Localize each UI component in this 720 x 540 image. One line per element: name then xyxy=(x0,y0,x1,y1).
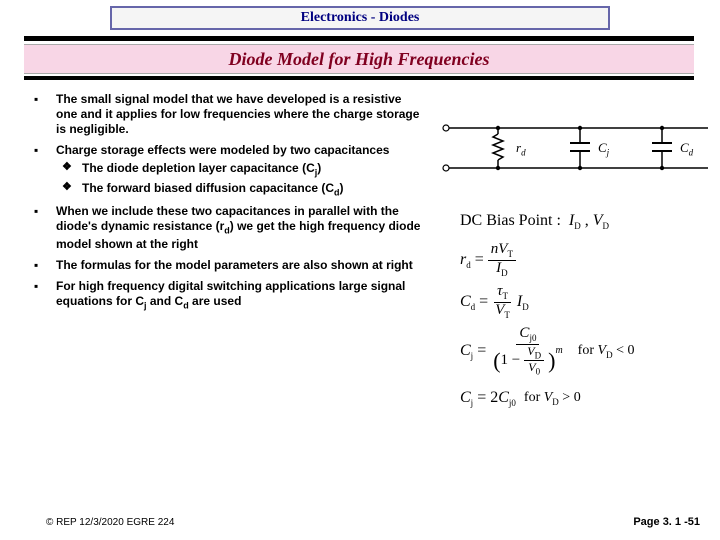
eq-rd: rd = nVT ID xyxy=(460,242,710,278)
rule-top xyxy=(24,36,694,41)
bullet-item: The formulas for the model parameters ar… xyxy=(34,258,424,273)
footer-right: Page 3. 1 -51 xyxy=(633,516,700,528)
footer-left: © REP 12/3/2020 EGRE 224 xyxy=(46,517,174,528)
bullet-list: The small signal model that we have deve… xyxy=(34,92,424,318)
equations-block: DC Bias Point : ID , VD rd = nVT ID Cd =… xyxy=(460,206,710,420)
rd-label: rd xyxy=(516,140,526,158)
slide-title: Diode Model for High Frequencies xyxy=(24,44,694,74)
cd-label: Cd xyxy=(680,140,693,158)
rule-under-title xyxy=(24,76,694,80)
course-header: Electronics - Diodes xyxy=(110,6,610,30)
eq-cj-pos: Cj = 2Cj0 for VD > 0 xyxy=(460,383,710,413)
eq-cj-neg: Cj = Cj0 (1 − VD V0 )m for VD < 0 xyxy=(460,326,710,377)
eq-cd: Cd = τT VT ID xyxy=(460,284,710,320)
sub-bullet-item: The diode depletion layer capacitance (C… xyxy=(56,161,424,179)
eq-dc-bias: DC Bias Point : ID , VD xyxy=(460,206,710,236)
bullet-item: When we include these two capacitances i… xyxy=(34,204,424,252)
bullet-item: The small signal model that we have deve… xyxy=(34,92,424,137)
circuit-diagram xyxy=(440,118,710,178)
bullet-item: For high frequency digital switching app… xyxy=(34,279,424,312)
cj-label: Cj xyxy=(598,140,609,158)
bullet-item: Charge storage effects were modeled by t… xyxy=(34,143,424,198)
sub-bullet-item: The forward biased diffusion capacitance… xyxy=(56,181,424,199)
